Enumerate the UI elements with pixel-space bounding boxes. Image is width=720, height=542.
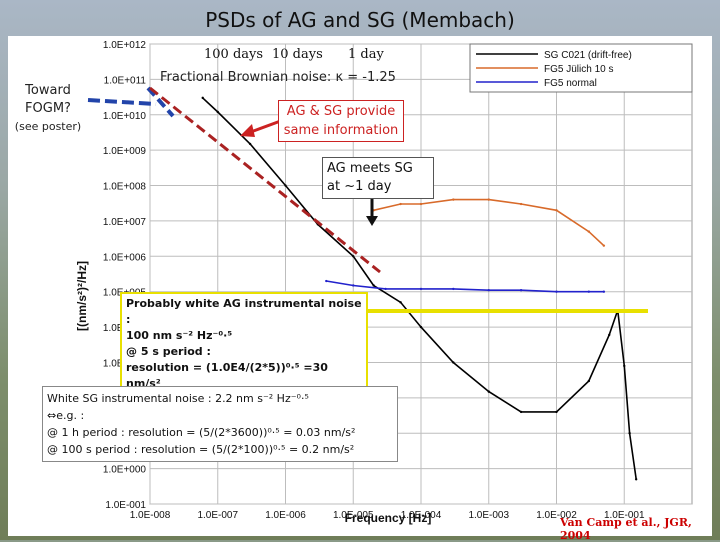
data-point [519,289,523,292]
data-point [555,290,558,293]
data-point [384,287,387,291]
data-point [419,287,423,291]
sg-noise-line-1: White SG instrumental noise : 2.2 nm s⁻²… [47,392,309,405]
fogm-dash-line-2 [146,86,175,118]
x-tick-label: 1.0E-005 [333,510,374,521]
ag-noise-line-3: @ 5 s period : [126,345,211,358]
x-tick-labels: 1.0E-008 1.0E-007 1.0E-006 1.0E-005 1.0E-004… [130,510,645,521]
ag-sg-line-1: AG & SG provide [286,104,396,119]
data-point [284,184,287,187]
meets-line-1: AG meets SG [327,161,413,176]
data-point [555,410,558,414]
slide-title: PSDs of AG and SG (Membach) [205,8,515,32]
sg-noise-line-2: ⇔e.g. : [47,409,85,422]
x-tick-label: 1.0E-002 [536,510,577,521]
x-tick-label: 1.0E-008 [130,510,171,521]
x-tick-label: 1.0E-004 [401,510,442,521]
data-point [587,230,591,233]
agsg-arrow-head [240,124,255,137]
y-tick-label: 1.0E+007 [103,217,147,228]
data-point [487,390,490,393]
sg-noise-line-3: @ 1 h period : resolution = (5/(2*3600))… [47,426,356,439]
ag-noise-box: Probably white AG instrumental noise : 1… [120,292,368,396]
data-point [419,202,423,206]
y-tick-label: 1.0E+000 [103,465,147,476]
data-point [248,142,252,146]
y-tick-label: 1.0E+006 [103,252,147,263]
x-tick-label: 1.0E-007 [197,510,238,521]
data-point [325,279,328,283]
data-point [519,202,523,206]
ag-noise-line-1: Probably white AG instrumental noise : [126,297,362,326]
y-tick-label: 1.0E+011 [104,75,147,86]
data-point [452,198,455,201]
data-point [608,333,611,337]
x-axis-title: Frequency [Hz] [345,511,432,525]
data-point [419,325,423,329]
fogm-line-2: FOGM? [25,101,71,116]
citation: Van Camp et al., JGR, 2004 [560,516,692,542]
sg-noise-box: White SG instrumental noise : 2.2 nm s⁻²… [42,386,398,462]
period-label-1day: 1 day [348,47,384,62]
legend-label: SG C021 (drift-free) [544,50,632,61]
series-line-2 [326,280,604,293]
annotation-arrows [87,86,648,313]
data-point [555,209,558,212]
data-point [372,284,375,287]
data-point [201,96,204,100]
x-tick-label: 1.0E-003 [468,510,509,521]
period-label-100days: 100 days [204,47,263,62]
data-point [216,110,219,114]
meets-arrow-head [366,216,378,226]
data-point [352,284,355,287]
data-point [587,290,591,293]
psd-chart: 1.0E+012 1.0E+011 1.0E+010 1.0E+009 1.0E+008… [75,40,693,525]
fogm-annotation: Toward FOGM? (see poster) [4,82,92,136]
data-point [587,379,591,383]
data-point [602,290,606,293]
data-point [628,432,631,435]
data-point [487,289,490,292]
ag-sg-same-info-box: AG & SG provide same information [278,100,404,142]
fogm-line-3: (see poster) [14,120,82,133]
data-point [487,198,490,201]
y-tick-label: 1.0E+012 [103,40,147,51]
x-tick-label: 1.0E-001 [604,510,645,521]
data-point [399,301,402,304]
legend-label: FG5 normal [544,78,597,89]
ag-sg-line-2: same information [283,123,399,138]
x-tick-label: 1.0E-006 [265,510,306,521]
data-point [634,478,638,481]
y-tick-label: 1.0E+010 [103,111,147,122]
fogm-dash-line-1 [87,98,157,106]
legend-label: FG5 Jülich 10 s [544,64,613,75]
data-point [623,364,626,368]
data-point [399,202,402,206]
brownian-noise-label: Fractional Brownian noise: κ = -1.25 [160,70,396,85]
y-tick-label: 1.0E+008 [103,182,147,193]
period-labels: 100 days 10 days 1 day [204,47,384,62]
data-point [519,410,523,414]
data-point [352,255,355,258]
sg-noise-line-4: @ 100 s period : resolution = (5/(2*100)… [47,443,355,456]
ag-meets-sg-box: AG meets SG at ~1 day [322,157,434,199]
meets-line-2: at ~1 day [327,179,392,194]
y-tick-label: 1.0E-001 [105,500,146,511]
data-point [452,361,455,364]
brownian-trend-line [149,86,381,274]
y-tick-label: 1.0E+009 [103,146,147,157]
fogm-line-1: Toward [25,83,71,98]
y-axis-title: [(nm/s²)²/Hz] [75,261,89,331]
period-label-10days: 10 days [272,47,323,62]
data-point [452,287,455,291]
data-point [602,244,606,247]
chart-legend: SG C021 (drift-free) FG5 Jülich 10 s FG5 n… [469,43,693,93]
ag-noise-line-2: 100 nm s⁻² Hz⁻⁰·⁵ [126,329,233,342]
